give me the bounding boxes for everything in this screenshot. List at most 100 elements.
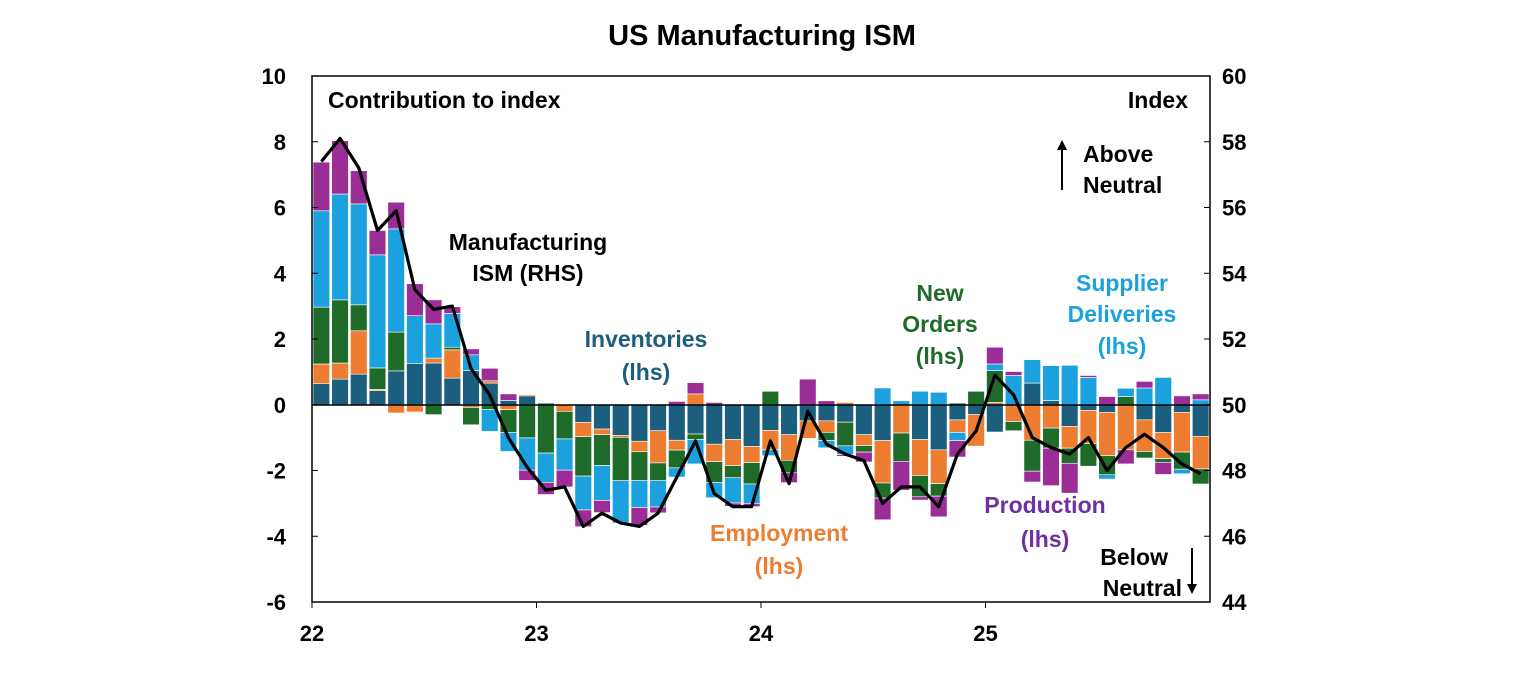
annotation-line: ISM (RHS) <box>472 260 583 286</box>
bar-segment-new-orders <box>1154 458 1172 463</box>
bar-segment-inventories <box>930 404 948 451</box>
bar-segment-supplier-deliveries <box>1098 474 1116 480</box>
y-right-tick-label: 54 <box>1222 261 1247 286</box>
bar-segment-inventories <box>612 404 630 436</box>
bar-segment-supplier-deliveries <box>1023 359 1041 384</box>
bar-segment-employment <box>518 394 536 397</box>
bar-segment-inventories <box>424 362 443 406</box>
bar-segment-employment <box>593 428 611 435</box>
bar-segment-inventories <box>331 378 349 406</box>
bar-segment-employment <box>630 440 649 453</box>
bar-segment-production <box>1061 462 1079 494</box>
bar-segment-inventories <box>780 404 798 435</box>
bar-segment-production <box>892 460 910 491</box>
annotation-line: Below <box>1100 544 1168 570</box>
bar-segment-supplier-deliveries <box>911 390 929 406</box>
bar-segment-production <box>986 346 1004 365</box>
bar-segment-production <box>873 497 892 521</box>
annotation-employment: Employment (lhs) <box>710 520 848 579</box>
bar-segment-new-orders <box>761 390 780 406</box>
bar-segment-supplier-deliveries <box>1079 377 1098 406</box>
bar-segment-employment <box>873 440 892 484</box>
bar-segment-new-orders <box>518 404 536 439</box>
bar-segment-new-orders <box>574 436 592 477</box>
bar-segment-employment <box>1173 412 1191 453</box>
bar-segment-supplier-deliveries <box>574 475 592 511</box>
bar-segment-production <box>593 500 611 513</box>
bar-segment-employment <box>892 404 910 434</box>
bar-segment-employment <box>1042 404 1060 429</box>
right-axis-label: Index <box>1128 87 1188 113</box>
bar-segment-production <box>312 161 331 212</box>
annotation-line: Manufacturing <box>449 229 607 255</box>
annotation-production: Production (lhs) <box>984 492 1105 552</box>
bar-segment-inventories <box>761 404 780 431</box>
bar-segment-inventories <box>499 400 518 406</box>
bar-segment-new-orders <box>555 411 574 440</box>
bar-segment-supplier-deliveries <box>1042 365 1060 401</box>
left-axis-label: Contribution to index <box>328 87 561 113</box>
bar-segment-inventories <box>948 404 967 421</box>
bar-segment-inventories <box>387 370 405 406</box>
bar-segment-inventories <box>574 404 592 423</box>
bar-segment-employment <box>443 349 461 379</box>
bar-segment-production <box>1173 395 1191 406</box>
annotation-line: (lhs) <box>916 343 965 369</box>
y-left-tick-label: 0 <box>274 393 286 418</box>
bar-segment-new-orders <box>537 404 555 454</box>
bar-segment-employment <box>406 404 424 413</box>
bar-segment-employment <box>855 434 873 446</box>
ticks: 10 8 6 4 2 0 -2 -4 -6 60 58 56 54 52 50 48 46 44 22 23 24 25 <box>262 64 1248 646</box>
bar-segment-inventories <box>817 404 836 422</box>
y-right-tick-label: 58 <box>1222 130 1246 155</box>
bar-segment-supplier-deliveries <box>873 387 892 406</box>
annotation-above-neutral: Above Neutral <box>1057 140 1162 198</box>
bar-segment-production <box>1004 371 1023 376</box>
annotation-line: Employment <box>710 520 848 546</box>
bar-segment-inventories <box>836 404 854 423</box>
annotation-line: Production <box>984 492 1105 518</box>
bar-segment-new-orders <box>462 407 480 426</box>
bar-segment-new-orders <box>892 432 910 462</box>
y-right-tick-label: 48 <box>1222 459 1246 484</box>
x-tick-label: 23 <box>524 621 548 646</box>
bar-segment-inventories <box>873 404 892 441</box>
bar-segment-employment <box>724 439 742 466</box>
bar-segment-new-orders <box>686 433 705 440</box>
bar-segment-new-orders <box>649 462 667 481</box>
bar-segment-inventories <box>312 383 331 406</box>
bar-segment-supplier-deliveries <box>350 203 368 306</box>
annotation-line: Orders <box>902 311 977 337</box>
bar-segment-new-orders <box>967 390 985 406</box>
bar-segment-production <box>1098 396 1116 406</box>
bar-segment-inventories <box>705 404 723 445</box>
bar-segment-new-orders <box>368 367 387 390</box>
annotation-line: (lhs) <box>1021 526 1070 552</box>
y-left-tick-label: -4 <box>266 524 286 549</box>
bar-segment-production <box>817 400 836 406</box>
bar-segment-production <box>1023 470 1041 483</box>
bar-segment-employment <box>424 357 443 364</box>
bar-segment-inventories <box>1023 382 1041 406</box>
bar-segment-new-orders <box>1023 439 1041 472</box>
bar-segment-new-orders <box>836 421 854 447</box>
bar-segment-supplier-deliveries <box>1154 377 1172 406</box>
bar-segment-employment <box>1098 412 1116 457</box>
bar-segment-production <box>1135 381 1154 389</box>
bar-segment-production <box>911 496 929 501</box>
bar-segment-production <box>555 469 574 488</box>
bar-segment-new-orders <box>1117 396 1135 406</box>
x-tick-label: 22 <box>300 621 324 646</box>
bar-segment-production <box>462 348 480 356</box>
bar-segment-supplier-deliveries <box>481 409 499 432</box>
bar-segment-new-orders <box>855 445 873 453</box>
bar-segment-employment <box>350 330 368 375</box>
annotation-line: Neutral <box>1103 575 1182 601</box>
bar-segment-supplier-deliveries <box>724 477 742 504</box>
bar-segment-employment <box>911 439 929 476</box>
y-left-tick-label: 6 <box>274 196 286 221</box>
y-right-tick-label: 60 <box>1222 64 1246 89</box>
bar-segment-employment <box>705 443 723 462</box>
bar-segment-production <box>686 382 705 395</box>
bar-segment-inventories <box>855 404 873 435</box>
